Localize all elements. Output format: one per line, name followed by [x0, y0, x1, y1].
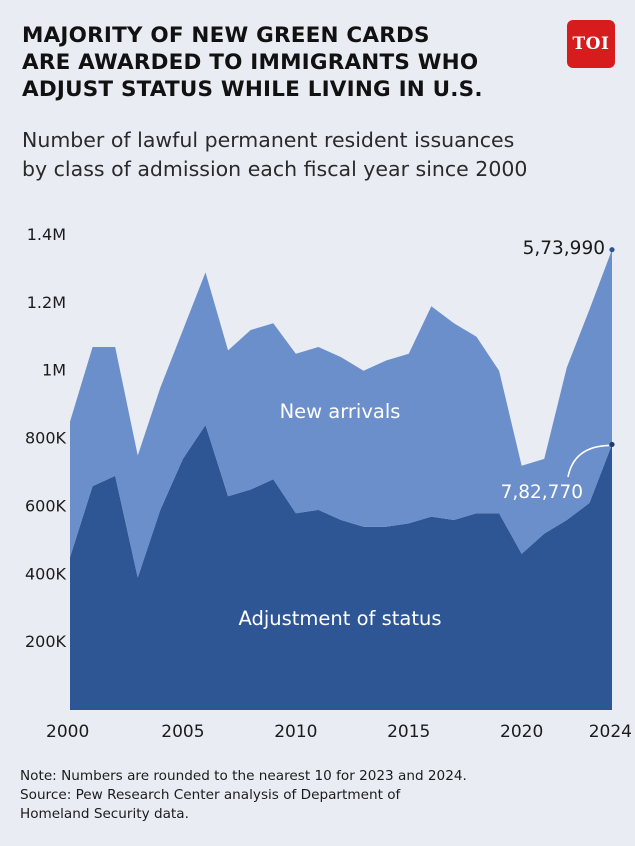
chart-title: MAJORITY OF NEW GREEN CARDS ARE AWARDED …: [22, 22, 542, 103]
title-line: ADJUST STATUS WHILE LIVING IN U.S.: [22, 77, 483, 102]
title-line: MAJORITY OF NEW GREEN CARDS: [22, 23, 430, 48]
x-tick-label: 2020: [500, 722, 543, 742]
chart-labels: New arrivals Adjustment of status 5,73,990…: [238, 238, 615, 630]
note-line: Source: Pew Research Center analysis of …: [20, 787, 401, 803]
x-tick-label: 2000: [46, 722, 89, 742]
y-tick-label: 1.2M: [27, 293, 66, 312]
toi-logo: TOI: [567, 20, 615, 68]
y-tick-label: 1.4M: [27, 225, 66, 244]
area-label-adjustment-of-status: Adjustment of status: [238, 607, 441, 630]
y-tick-label: 600K: [25, 496, 67, 515]
title-line: ARE AWARDED TO IMMIGRANTS WHO: [22, 50, 479, 75]
x-tick-label: 2015: [387, 722, 430, 742]
note-line: Note: Numbers are rounded to the nearest…: [20, 768, 467, 784]
subtitle-line: by class of admission each fiscal year s…: [22, 157, 528, 181]
endpoint-marker-adjustment-of-status: [609, 441, 615, 448]
note-line: Homeland Security data.: [20, 806, 189, 822]
annotation-adjustment-of-status-2024: 7,82,770: [501, 482, 583, 503]
x-tick-label: 2005: [161, 722, 204, 742]
x-axis: 2000 2005 2010 2015 2020 2024: [46, 722, 632, 742]
x-tick-label: 2010: [274, 722, 317, 742]
chart-subtitle: Number of lawful permanent resident issu…: [22, 126, 622, 184]
annotation-new-arrivals-2024: 5,73,990: [523, 238, 605, 259]
chart-areas: [70, 249, 612, 710]
chart-note: Note: Numbers are rounded to the nearest…: [20, 767, 620, 824]
y-axis: 200K 400K 600K 800K 1M 1.2M 1.4M: [25, 225, 67, 651]
y-tick-label: 400K: [25, 564, 67, 583]
series-area-new-arrivals: [70, 249, 612, 578]
endpoint-marker-new-arrivals: [609, 247, 615, 253]
y-tick-label: 200K: [25, 632, 67, 651]
subtitle-line: Number of lawful permanent resident issu…: [22, 128, 515, 152]
y-tick-label: 800K: [25, 429, 67, 448]
area-label-new-arrivals: New arrivals: [280, 400, 401, 423]
y-tick-label: 1M: [42, 361, 66, 380]
annotation-leader-line: [567, 444, 610, 478]
x-tick-label: 2024: [589, 722, 632, 742]
series-area-adjustment-of-status: [70, 425, 612, 710]
